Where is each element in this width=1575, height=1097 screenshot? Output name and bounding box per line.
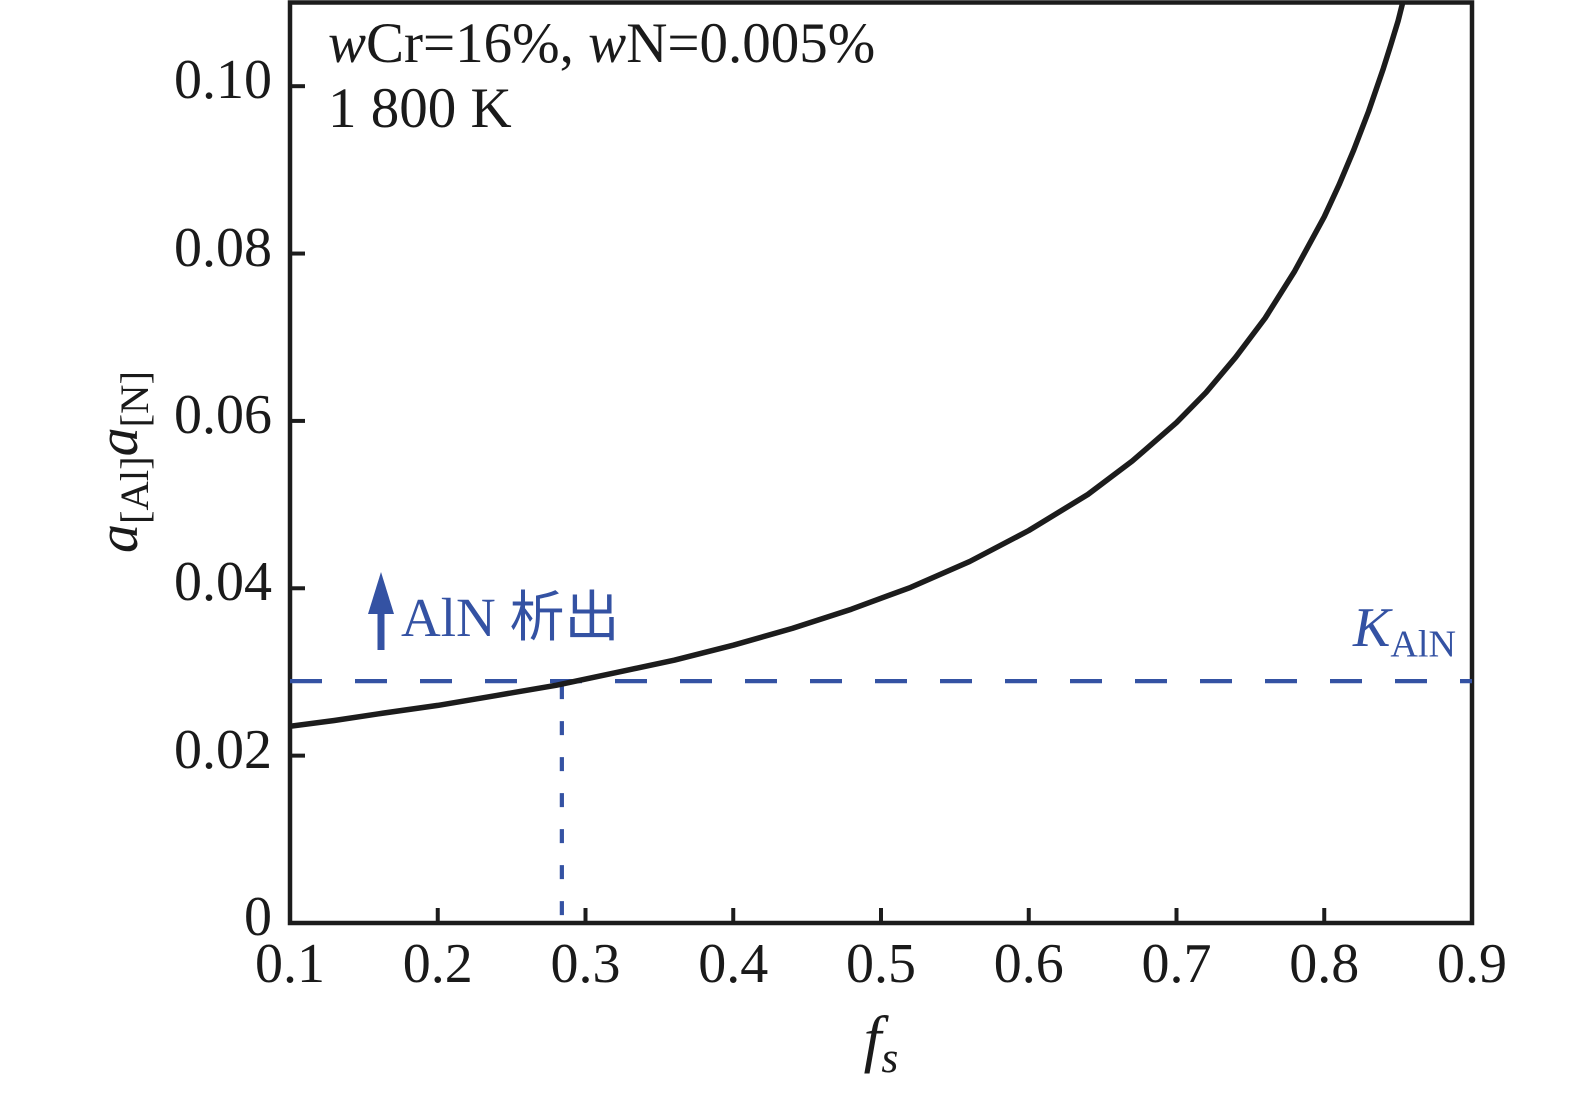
y-tick-label: 0 — [244, 886, 272, 948]
activity-symbol: a — [84, 523, 150, 553]
series-curve-group — [290, 2, 1406, 730]
kaln-label: KAlN — [1353, 596, 1456, 667]
activity-symbol: a — [84, 427, 150, 457]
x-tick-label: 0.9 — [1437, 933, 1507, 995]
condition-line-2: 1 800 K — [328, 77, 875, 142]
condition-w-symbol: w — [328, 12, 367, 75]
x-tick-label: 0.6 — [993, 933, 1064, 995]
x-tick-label: 0.8 — [1289, 933, 1360, 995]
guide-lines — [290, 679, 1472, 923]
condition-cr-text: Cr=16%, — [366, 12, 589, 75]
y-tick-label: 0.10 — [174, 49, 272, 112]
axis-ticks — [290, 84, 1327, 923]
temperature-text: 1 800 K — [328, 76, 512, 140]
x-tick-label: 0.7 — [1141, 933, 1212, 995]
x-axis-title: fs — [864, 1002, 899, 1083]
x-tick-label: 0.3 — [550, 933, 621, 995]
k-symbol: K — [1353, 597, 1391, 659]
x-tick-label: 0.1 — [255, 933, 325, 995]
condition-n-text: N=0.005% — [626, 12, 876, 75]
up-arrow-icon — [368, 572, 394, 650]
y-axis-title: a[Al]a[N] — [84, 371, 158, 553]
precipitation-annotation: AlN 析出 — [401, 587, 620, 648]
s-subscript: s — [881, 1034, 899, 1083]
x-tick-label: 0.4 — [698, 933, 769, 995]
fs-symbol: f — [863, 1003, 882, 1074]
n-subscript: [N] — [112, 371, 158, 428]
x-tick-label: 0.2 — [402, 933, 473, 995]
y-tick-label: 0.04 — [174, 551, 272, 614]
al-subscript: [Al] — [112, 456, 158, 524]
y-tick-label: 0.02 — [174, 718, 272, 781]
y-tick-label: 0.06 — [174, 383, 272, 446]
series-curve — [290, 2, 1406, 730]
x-tick-label: 0.5 — [846, 933, 916, 995]
aln-subscript: AlN — [1390, 623, 1456, 666]
condition-line-1: wCr=16%, wN=0.005% — [328, 12, 875, 77]
condition-w-symbol: w — [588, 12, 627, 75]
y-tick-label: 0.08 — [174, 216, 272, 279]
condition-annotation: wCr=16%, wN=0.005% 1 800 K — [328, 12, 875, 142]
